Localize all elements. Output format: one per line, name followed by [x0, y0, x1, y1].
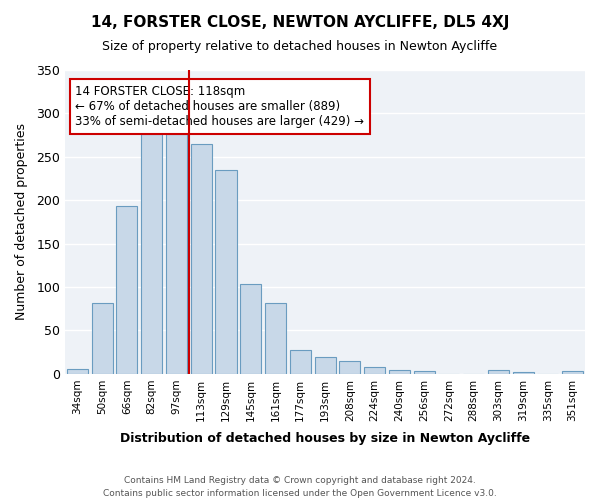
Bar: [488, 370, 509, 374]
Bar: [512, 372, 533, 374]
Bar: [215, 170, 236, 374]
Bar: [339, 361, 361, 374]
Bar: [116, 206, 137, 374]
Bar: [413, 372, 434, 374]
Bar: [290, 350, 311, 374]
Bar: [141, 134, 162, 374]
Bar: [562, 372, 583, 374]
Text: 14 FORSTER CLOSE: 118sqm
← 67% of detached houses are smaller (889)
33% of semi-: 14 FORSTER CLOSE: 118sqm ← 67% of detach…: [76, 85, 364, 128]
Bar: [389, 370, 410, 374]
Text: Contains HM Land Registry data © Crown copyright and database right 2024.: Contains HM Land Registry data © Crown c…: [124, 476, 476, 485]
Bar: [166, 134, 187, 374]
Bar: [240, 284, 261, 374]
Bar: [67, 368, 88, 374]
Bar: [265, 302, 286, 374]
Bar: [364, 367, 385, 374]
Text: 14, FORSTER CLOSE, NEWTON AYCLIFFE, DL5 4XJ: 14, FORSTER CLOSE, NEWTON AYCLIFFE, DL5 …: [91, 15, 509, 30]
Y-axis label: Number of detached properties: Number of detached properties: [15, 124, 28, 320]
X-axis label: Distribution of detached houses by size in Newton Aycliffe: Distribution of detached houses by size …: [120, 432, 530, 445]
Bar: [92, 302, 113, 374]
Text: Size of property relative to detached houses in Newton Aycliffe: Size of property relative to detached ho…: [103, 40, 497, 53]
Bar: [314, 358, 335, 374]
Text: Contains public sector information licensed under the Open Government Licence v3: Contains public sector information licen…: [103, 488, 497, 498]
Bar: [191, 144, 212, 374]
